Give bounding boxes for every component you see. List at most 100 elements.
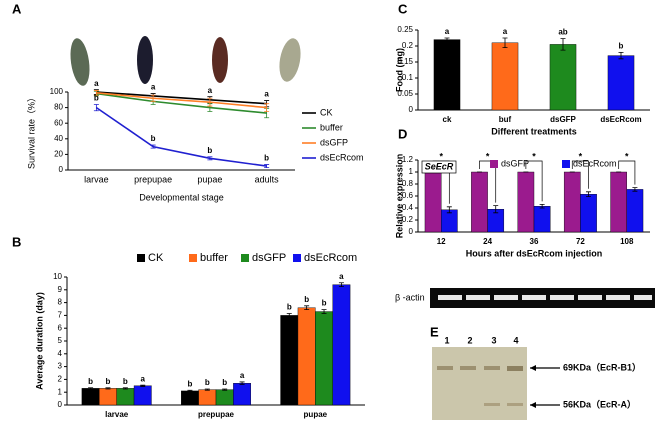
- legend-label: dsGFP: [501, 158, 529, 168]
- x-tick-label: 72: [576, 237, 585, 246]
- bar: [99, 388, 117, 406]
- significance-letter: a: [503, 27, 508, 36]
- x-tick-label: pupae: [197, 174, 222, 184]
- error-bar: [338, 282, 344, 287]
- significance-star: *: [486, 151, 490, 161]
- error-bar: [204, 388, 210, 391]
- y-tick-label: 1.2: [402, 155, 414, 164]
- x-tick-label: prepupae: [198, 410, 235, 419]
- significance-letter: b: [304, 295, 309, 304]
- error-bar: [207, 97, 213, 107]
- line: [96, 91, 267, 109]
- legend-swatch: [490, 160, 498, 168]
- y-tick-label: 7: [58, 311, 63, 320]
- bar: [491, 42, 519, 111]
- significance-letter: b: [222, 378, 227, 387]
- y-tick-label: 80: [54, 103, 63, 112]
- inset-box: [421, 160, 457, 174]
- y-axis-label: Survival rate（%）: [26, 93, 36, 169]
- bar: [297, 307, 316, 406]
- lane-label: 4: [513, 335, 518, 345]
- significance-letter: b: [88, 377, 93, 386]
- significance-bracket: [525, 160, 543, 202]
- legend-swatch: [189, 254, 197, 262]
- error-bar: [140, 384, 146, 387]
- significance-star: *: [625, 151, 629, 161]
- significance-letter: a: [264, 90, 269, 99]
- y-tick-label: 0: [58, 400, 63, 409]
- x-tick-label: prepupae: [134, 174, 172, 184]
- x-tick-label: 24: [483, 237, 492, 246]
- y-tick-label: 4: [58, 349, 63, 358]
- y-tick-label: 0.25: [397, 25, 413, 34]
- significance-letter: a: [240, 371, 245, 380]
- error-bar: [539, 204, 545, 209]
- error-bar: [502, 37, 508, 48]
- significance-letter: b: [94, 94, 99, 103]
- significance-letter: b: [123, 377, 128, 386]
- significance-star: *: [532, 151, 536, 161]
- y-axis-label: Food (mg): [394, 48, 404, 92]
- significance-letter: b: [106, 377, 111, 386]
- line: [95, 106, 267, 167]
- error-bar: [264, 103, 270, 112]
- line: [96, 91, 267, 105]
- y-tick-label: 0.1: [402, 73, 414, 82]
- y-tick-label: 1: [58, 387, 63, 396]
- x-tick-label: dsEcRcom: [600, 115, 641, 124]
- x-axis-label: Developmental stage: [139, 192, 224, 202]
- legend-label: dsGFP: [252, 252, 286, 264]
- error-bar: [122, 387, 128, 390]
- significance-letter: ab: [558, 28, 567, 37]
- bar: [517, 171, 535, 233]
- significance-letter: b: [322, 299, 327, 308]
- significance-letter: b: [287, 303, 292, 312]
- actin-gel: [430, 288, 655, 308]
- lane-label: 3: [491, 335, 496, 345]
- error-bar: [222, 388, 228, 391]
- legend-label: CK: [320, 107, 333, 117]
- significance-letter: b: [205, 378, 210, 387]
- x-tick-label: larvae: [105, 410, 129, 419]
- x-axis-label: Different treatments: [491, 126, 577, 136]
- line: [96, 92, 267, 114]
- error-bar: [187, 389, 193, 392]
- y-tick-label: 2: [58, 375, 63, 384]
- significance-letter: b: [619, 42, 624, 51]
- legend-label: buffer: [320, 122, 343, 132]
- bar: [280, 315, 299, 406]
- legend-swatch: [562, 160, 570, 168]
- bar: [198, 389, 217, 406]
- legend-label: dsEcRcom: [320, 152, 364, 162]
- y-axis-label: Relative expression: [394, 154, 404, 239]
- lane-label: 2: [467, 335, 472, 345]
- loading-control-label: β -actin: [395, 292, 425, 302]
- error-bar: [150, 144, 156, 149]
- western-blot: [432, 347, 560, 420]
- x-axis-label: Hours after dsEcRcom injection: [466, 248, 603, 258]
- y-tick-label: 10: [53, 272, 62, 281]
- y-tick-label: 20: [54, 150, 63, 159]
- legend-label: buffer: [200, 252, 228, 264]
- error-bar: [105, 387, 111, 390]
- bar: [133, 385, 152, 406]
- significance-bracket: [571, 160, 589, 189]
- error-bar: [586, 191, 592, 197]
- significance-letter: a: [445, 27, 450, 36]
- error-bar: [321, 309, 327, 314]
- legend-label: dsEcRcom: [304, 252, 357, 264]
- error-bar: [446, 206, 452, 214]
- bar: [424, 171, 442, 233]
- significance-letter: a: [94, 79, 99, 88]
- bar: [315, 311, 333, 406]
- y-tick-label: 3: [58, 362, 63, 371]
- bar: [549, 44, 577, 111]
- bar: [610, 171, 627, 233]
- y-tick-label: 6: [58, 323, 63, 332]
- significance-letter: a: [141, 374, 146, 383]
- bar: [233, 383, 251, 406]
- bar: [116, 388, 135, 406]
- band-label: 56KDa（EcR-A）: [563, 399, 636, 409]
- legend-label: dsGFP: [320, 137, 348, 147]
- bar: [607, 55, 635, 111]
